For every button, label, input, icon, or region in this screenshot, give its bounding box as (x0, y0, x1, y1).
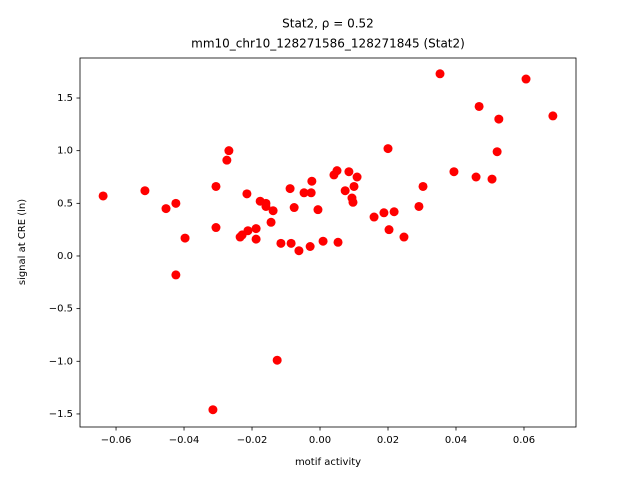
point (389, 207, 399, 217)
point (294, 246, 304, 256)
point (494, 114, 504, 124)
x-tick-label: −0.06 (101, 435, 132, 446)
point (289, 203, 299, 213)
point (208, 405, 218, 415)
point (299, 188, 309, 198)
point (435, 69, 445, 79)
x-tick-label: 0.04 (445, 435, 467, 446)
point (383, 144, 393, 154)
plot-frame (79, 57, 577, 428)
point (261, 198, 271, 208)
point (180, 233, 190, 243)
point (348, 197, 358, 207)
point (414, 201, 424, 211)
point (349, 181, 359, 191)
y-tick-label: 0.0 (57, 251, 73, 262)
point (487, 174, 497, 184)
point (268, 206, 278, 216)
point (285, 184, 295, 194)
point (251, 234, 261, 244)
point (222, 155, 232, 165)
point (492, 147, 502, 157)
point (332, 166, 342, 176)
y-axis-label: signal at CRE (ln) (17, 199, 28, 285)
x-tick-label: 0.00 (309, 435, 331, 446)
point (474, 101, 484, 111)
point (379, 208, 389, 218)
point (305, 242, 315, 252)
y-tick-label: −1.5 (49, 409, 73, 420)
point (344, 167, 354, 177)
point (418, 181, 428, 191)
x-tick-label: 0.06 (513, 435, 535, 446)
point (369, 212, 379, 222)
point (171, 198, 181, 208)
point (399, 232, 409, 242)
y-tick-label: −0.5 (49, 304, 73, 315)
point (306, 188, 316, 198)
point (313, 205, 323, 215)
point (243, 226, 253, 236)
point (384, 225, 394, 235)
point (471, 172, 481, 182)
chart-subtitle: mm10_chr10_128271586_128271845 (Stat2) (191, 37, 465, 51)
point (352, 172, 362, 182)
y-tick-label: 1.0 (57, 146, 73, 157)
point (318, 236, 328, 246)
point (340, 186, 350, 196)
point (333, 237, 343, 247)
y-tick-label: 1.5 (57, 93, 73, 104)
point (224, 146, 234, 156)
x-tick-label: 0.02 (377, 435, 399, 446)
point (276, 238, 286, 248)
point (266, 217, 276, 227)
x-tick-label: −0.04 (169, 435, 200, 446)
point (242, 189, 252, 199)
point (449, 167, 459, 177)
x-tick-label: −0.02 (237, 435, 268, 446)
y-tick-label: −1.0 (49, 356, 73, 367)
point (211, 181, 221, 191)
point (211, 223, 221, 233)
point (272, 355, 282, 365)
point (171, 270, 181, 280)
point (548, 111, 558, 121)
point (140, 186, 150, 196)
point (98, 191, 108, 201)
point (307, 176, 317, 186)
point (286, 238, 296, 248)
point (521, 74, 531, 84)
point (251, 224, 261, 234)
point (161, 204, 171, 214)
chart-title: Stat2, ρ = 0.52 (282, 17, 374, 31)
y-tick-label: 0.5 (57, 198, 73, 209)
x-axis-label: motif activity (295, 457, 361, 468)
